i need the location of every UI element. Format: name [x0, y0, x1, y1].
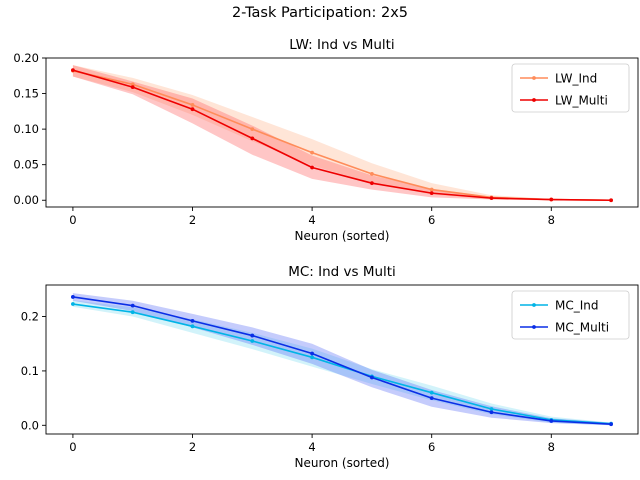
data-point-mc-ind — [190, 324, 195, 329]
data-point-mc-multi — [429, 396, 434, 401]
band-mc-ind — [72, 300, 612, 426]
legend: LW_Ind LW_Multi — [511, 63, 630, 113]
data-point-mc-multi — [370, 375, 374, 380]
data-point-lw-multi — [549, 197, 554, 202]
data-point-lw-multi — [71, 68, 75, 72]
chart-lw-ind-vs-multi: LW: Ind vs Multi 0 2 4 6 8 0.00 0.05 0.10 0.15 0.2… — [13, 37, 639, 243]
series-line-mc-multi — [72, 296, 612, 426]
axes-frame — [45, 57, 639, 208]
legend-label-lw-multi: LW_Multi — [555, 94, 608, 108]
figure-suptitle: 2-Task Participation: 2x5 — [232, 5, 408, 21]
chart-mc-ind-vs-multi: MC: Ind vs Multi 0 2 4 6 8 0.0 0.1 0.2 Neuron (so… — [21, 264, 639, 470]
band-lw-ind — [72, 65, 612, 201]
data-point-lw-multi — [429, 191, 434, 196]
legend-marker-lw-ind — [532, 76, 536, 80]
axes-title: MC: Ind vs Multi — [288, 264, 396, 280]
y-tick-label: 0.20 — [13, 51, 39, 65]
data-point-lw-multi — [609, 198, 613, 203]
x-tick-label: 2 — [189, 440, 196, 454]
x-axis-label: Neuron (sorted) — [295, 456, 390, 470]
band-mc-multi — [72, 293, 612, 426]
data-point-mc-ind — [489, 407, 494, 411]
x-axis-label: Neuron (sorted) — [295, 229, 390, 243]
data-point-lw-ind — [250, 127, 255, 132]
data-point-mc-multi — [190, 318, 195, 323]
data-point-mc-ind — [130, 310, 135, 315]
y-tick-label: 0.00 — [13, 193, 39, 207]
axes-title: LW: Ind vs Multi — [289, 37, 394, 53]
series-line-mc-ind — [72, 303, 612, 425]
legend-marker-mc-multi — [532, 325, 536, 329]
legend-marker-mc-ind — [532, 303, 536, 307]
x-tick-label: 2 — [189, 213, 196, 227]
x-tick-label: 0 — [69, 213, 76, 227]
x-tick-label: 0 — [69, 440, 76, 454]
legend-label-mc-multi: MC_Multi — [555, 321, 609, 335]
series-line-lw-multi — [72, 69, 612, 202]
band-lw-multi — [72, 65, 612, 201]
y-tick-label: 0.0 — [21, 418, 39, 432]
x-tick-label: 8 — [548, 213, 555, 227]
data-point-lw-ind — [310, 150, 314, 155]
data-point-lw-ind — [429, 187, 434, 192]
legend-label-mc-ind: MC_Ind — [555, 299, 599, 313]
data-point-mc-multi — [609, 422, 613, 427]
x-tick-label: 4 — [308, 440, 315, 454]
x-tick-label: 6 — [428, 440, 435, 454]
data-point-lw-ind — [130, 82, 135, 87]
data-point-mc-multi — [71, 295, 75, 299]
x-tick-label: 6 — [428, 213, 435, 227]
x-tick-label: 8 — [548, 440, 555, 454]
data-point-mc-ind — [310, 355, 314, 360]
data-point-mc-ind — [71, 302, 75, 306]
y-tick-label: 0.1 — [21, 364, 39, 378]
data-point-lw-multi — [250, 136, 255, 141]
data-point-mc-multi — [549, 419, 554, 423]
data-point-lw-ind — [190, 103, 195, 107]
data-point-lw-multi — [190, 107, 195, 112]
x-tick-label: 4 — [308, 213, 315, 227]
y-tick-label: 0.2 — [21, 310, 39, 324]
data-point-lw-multi — [130, 85, 135, 90]
data-point-mc-multi — [250, 333, 255, 338]
axes-frame — [45, 284, 639, 435]
data-point-lw-multi — [489, 196, 494, 201]
data-point-mc-multi — [489, 410, 494, 415]
legend: MC_Ind MC_Multi — [511, 290, 630, 340]
data-point-lw-ind — [370, 172, 374, 176]
data-point-lw-multi — [310, 165, 314, 170]
legend-marker-lw-multi — [532, 98, 536, 102]
data-point-lw-multi — [370, 181, 374, 186]
data-point-mc-multi — [310, 351, 314, 356]
legend-label-lw-ind: LW_Ind — [555, 72, 597, 86]
y-tick-label: 0.05 — [13, 158, 39, 172]
y-tick-label: 0.15 — [13, 87, 39, 101]
data-point-mc-multi — [130, 303, 135, 308]
data-point-mc-ind — [429, 390, 434, 395]
data-point-mc-ind — [250, 339, 255, 343]
y-tick-label: 0.10 — [13, 122, 39, 136]
